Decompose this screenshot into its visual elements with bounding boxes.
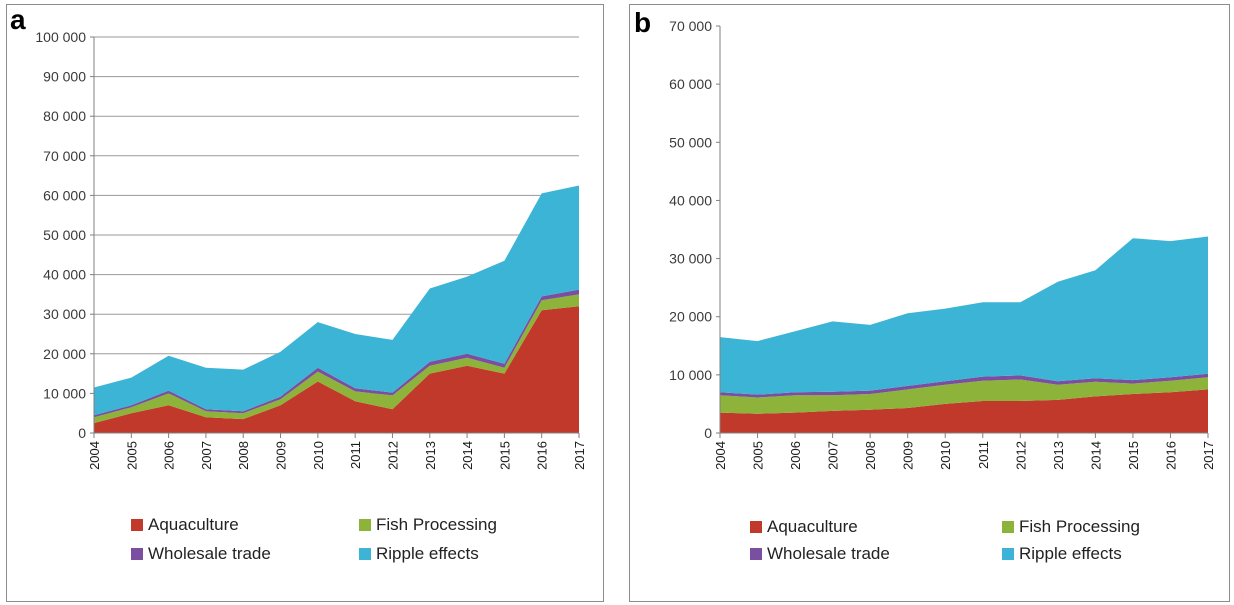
- legend-label: Ripple effects: [376, 544, 479, 563]
- area-fish-processing: [94, 294, 579, 424]
- y-tick-label: 100 000: [35, 29, 86, 45]
- legend-label: Aquaculture: [767, 517, 858, 536]
- legend-label: Fish Processing: [1019, 517, 1140, 536]
- x-tick-label: 2010: [938, 441, 953, 470]
- x-tick-label: 2011: [348, 441, 363, 469]
- x-tick-label: 2006: [162, 441, 177, 470]
- x-tick-label: 2008: [863, 441, 878, 470]
- x-tick-label: 2012: [386, 441, 401, 470]
- x-tick-label: 2010: [311, 441, 326, 470]
- y-tick-label: 60 000: [43, 187, 86, 203]
- x-tick-label: 2014: [460, 441, 475, 470]
- x-tick-label: 2016: [1164, 441, 1179, 470]
- legend-swatch: [131, 548, 143, 560]
- x-tick-label: 2009: [274, 441, 289, 470]
- y-tick-label: 90 000: [43, 69, 86, 85]
- x-tick-label: 2014: [1088, 441, 1103, 470]
- legend-item-wholesale-trade: Wholesale trade: [750, 544, 890, 564]
- legend-item-ripple-effects: Ripple effects: [359, 544, 479, 564]
- x-tick-label: 2007: [199, 441, 214, 470]
- x-tick-label: 2005: [751, 441, 766, 470]
- x-tick-label: 2013: [1051, 441, 1066, 470]
- area-aquaculture: [720, 389, 1208, 433]
- area-aquaculture: [94, 306, 579, 433]
- legend-swatch: [1002, 521, 1014, 533]
- area-ripple-effects: [94, 185, 579, 416]
- y-tick-label: 40 000: [669, 192, 712, 208]
- legend-item-aquaculture: Aquaculture: [131, 515, 239, 535]
- legend-swatch: [750, 521, 762, 533]
- x-tick-label: 2015: [1126, 441, 1141, 470]
- legend-label: Fish Processing: [376, 515, 497, 534]
- chart-panel-a: 0 10 000 20 000 30 000 40 000 50 000 60 000 70 …: [6, 4, 604, 602]
- x-tick-label: 2017: [572, 441, 587, 470]
- x-tick-label: 2016: [535, 441, 550, 470]
- y-tick-label: 10 000: [43, 385, 86, 401]
- x-tick-label: 2004: [87, 441, 102, 470]
- y-tick-label: 0: [78, 425, 86, 441]
- x-tick-label: 2005: [124, 441, 139, 470]
- area-chart-a: 0 10 000 20 000 30 000 40 000 50 000 60 000 70 …: [35, 29, 587, 470]
- y-tick-label: 0: [704, 425, 712, 441]
- y-tick-label: 50 000: [669, 134, 712, 150]
- x-tick-label: 2006: [788, 441, 803, 470]
- y-tick-label: 30 000: [669, 251, 712, 267]
- area-ripple-effects: [720, 236, 1208, 395]
- legend-item-aquaculture: Aquaculture: [750, 517, 858, 537]
- legend-label: Wholesale trade: [148, 544, 271, 563]
- x-tick-label: 2017: [1201, 441, 1216, 470]
- x-tick-label: 2013: [423, 441, 438, 470]
- x-tick-label: 2011: [976, 441, 991, 469]
- area-chart-b: 0 10 000 20 000 30 000 40 000 50 000 60 000 70 …: [669, 18, 1216, 470]
- x-tick-label: 2008: [236, 441, 251, 470]
- y-tick-label: 10 000: [669, 367, 712, 383]
- area-wholesale-trade: [720, 373, 1208, 398]
- y-tick-label: 80 000: [43, 108, 86, 124]
- legend-label: Aquaculture: [148, 515, 239, 534]
- y-tick-label: 40 000: [43, 267, 86, 283]
- legend-swatch: [359, 548, 371, 560]
- legend-swatch: [359, 519, 371, 531]
- panel-label-a: a: [10, 4, 26, 35]
- x-tick-label: 2012: [1013, 441, 1028, 470]
- y-tick-label: 70 000: [669, 18, 712, 34]
- y-tick-label: 30 000: [43, 306, 86, 322]
- y-tick-label: 20 000: [43, 346, 86, 362]
- x-tick-label: 2009: [901, 441, 916, 470]
- legend-label: Wholesale trade: [767, 544, 890, 563]
- legend-item-fish-processing: Fish Processing: [359, 515, 497, 535]
- y-tick-label: 50 000: [43, 227, 86, 243]
- panel-label-b: b: [634, 7, 652, 38]
- legend-swatch: [1002, 548, 1014, 560]
- legend-item-fish-processing: Fish Processing: [1002, 517, 1140, 537]
- x-tick-label: 2007: [826, 441, 841, 470]
- legend-item-wholesale-trade: Wholesale trade: [131, 544, 271, 564]
- y-tick-label: 60 000: [669, 76, 712, 92]
- legend-label: Ripple effects: [1019, 544, 1122, 563]
- chart-panel-b: 0 10 000 20 000 30 000 40 000 50 000 60 000 70 …: [629, 4, 1230, 602]
- legend-swatch: [750, 548, 762, 560]
- area-fish-processing: [720, 377, 1208, 414]
- legend-swatch: [131, 519, 143, 531]
- legend-item-ripple-effects: Ripple effects: [1002, 544, 1122, 564]
- y-tick-label: 70 000: [43, 148, 86, 164]
- x-tick-label: 2015: [497, 441, 512, 470]
- y-tick-label: 20 000: [669, 309, 712, 325]
- x-tick-label: 2004: [713, 441, 728, 470]
